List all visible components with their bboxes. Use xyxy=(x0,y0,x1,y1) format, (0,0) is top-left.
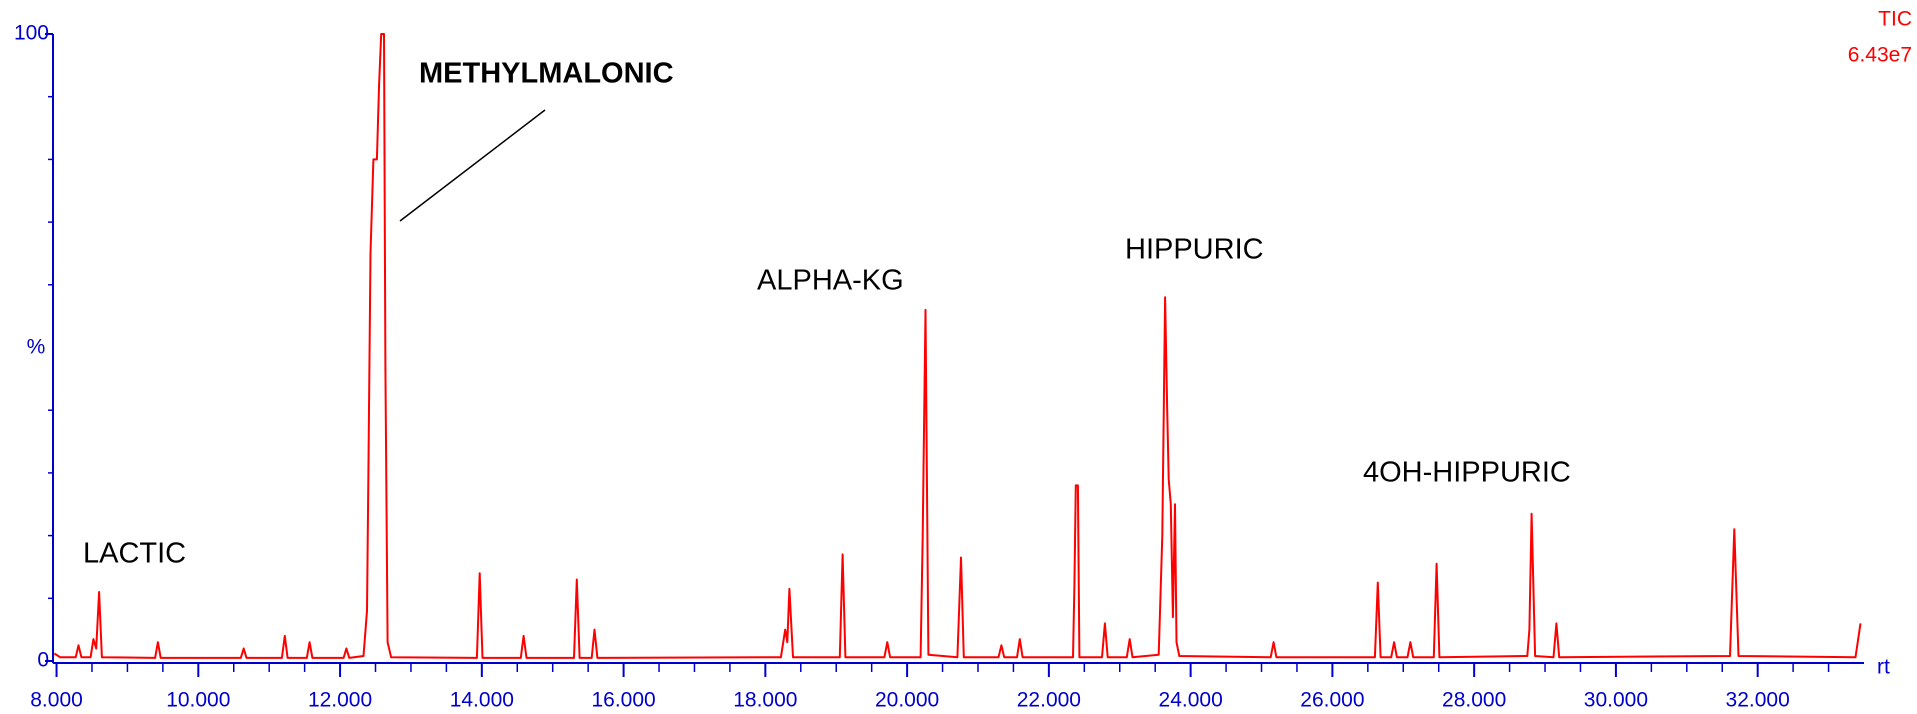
x-tick-label: 22.000 xyxy=(1017,689,1081,712)
peak-label: METHYLMALONIC xyxy=(419,58,674,90)
x-tick-label: 32.000 xyxy=(1726,689,1790,712)
peak-label: 4OH-HIPPURIC xyxy=(1363,457,1571,489)
x-tick-label: 28.000 xyxy=(1442,689,1506,712)
y-tick-label: 0 xyxy=(37,649,49,672)
x-tick-label: 18.000 xyxy=(733,689,797,712)
x-tick-label: 12.000 xyxy=(308,689,372,712)
x-tick-label: 24.000 xyxy=(1159,689,1223,712)
y-axis-label: % xyxy=(27,336,46,359)
peak-label: LACTIC xyxy=(83,538,186,570)
x-tick-label: 26.000 xyxy=(1300,689,1364,712)
x-tick-label: 30.000 xyxy=(1584,689,1648,712)
x-tick-label: 10.000 xyxy=(166,689,230,712)
x-tick-label: 14.000 xyxy=(450,689,514,712)
x-tick-label: 8.000 xyxy=(30,689,83,712)
peak-label: HIPPURIC xyxy=(1125,234,1264,266)
x-tick-label: 16.000 xyxy=(591,689,655,712)
y-tick-label: 100 xyxy=(14,22,49,45)
x-tick-label: 20.000 xyxy=(875,689,939,712)
x-axis-label: rt xyxy=(1877,656,1890,679)
annotation-leader xyxy=(399,109,546,222)
peak-label: ALPHA-KG xyxy=(757,265,904,297)
trace-name: TIC xyxy=(1878,8,1912,31)
chromatogram-trace xyxy=(53,33,1862,659)
trace-intensity: 6.43e7 xyxy=(1848,44,1912,67)
